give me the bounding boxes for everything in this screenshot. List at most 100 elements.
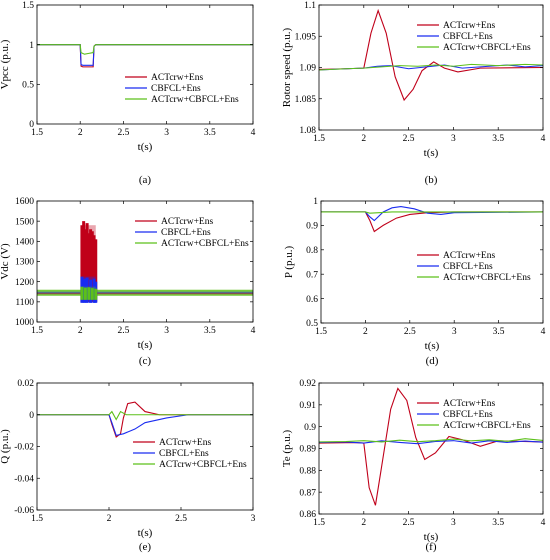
y-tick-label: 1300 — [15, 258, 34, 268]
data-layer — [37, 221, 253, 303]
y-tick-label: 1 — [29, 41, 34, 51]
y-tick-label: 0.8 — [306, 246, 318, 256]
y-tick-label: 1.5 — [22, 1, 34, 11]
x-tick-label: 3.5 — [492, 518, 504, 528]
legend-entry: ACTcrw+Ens — [443, 399, 495, 409]
subfigure-caption: (d) — [426, 355, 439, 367]
x-tick-label: 2.5 — [404, 327, 416, 337]
plot-area — [319, 383, 543, 514]
series-line-2 — [319, 438, 543, 443]
plot-area — [321, 201, 543, 323]
x-tick-label: 3 — [164, 326, 169, 336]
legend-entry: ACTcrw+CBFCL+Ens — [161, 239, 249, 249]
y-tick-label: 0.9 — [304, 423, 316, 433]
x-axis-label: t(s) — [424, 531, 439, 543]
plot-frame — [36, 4, 254, 125]
plot-area — [37, 5, 253, 124]
subfigure-caption: (e) — [139, 541, 152, 553]
y-tick-label: 0.89 — [299, 445, 316, 455]
legend-entry: ACTcrw+Ens — [159, 438, 211, 448]
legend-entry: CBFCL+Ens — [161, 228, 211, 238]
y-axis-label: P (p.u.) — [283, 246, 295, 279]
x-tick-label: 1.5 — [313, 134, 325, 144]
x-tick-label: 2 — [107, 514, 112, 524]
y-axis-label: Vdc (V) — [0, 243, 11, 280]
x-tick-label: 4 — [251, 326, 256, 336]
x-tick-label: 3.5 — [492, 134, 504, 144]
x-axis-label: t(s) — [138, 339, 153, 351]
series-line-2 — [319, 63, 543, 71]
legend-entry: ACTcrw+CBFCL+Ens — [151, 95, 239, 105]
series-2-burst — [81, 286, 96, 300]
data-layer — [37, 44, 253, 68]
x-tick-label: 3.5 — [204, 326, 216, 336]
chart-a: 1.5 2 2.5 3 3.5 4 0 0.5 1 1.5 t(s) Vpcc (p.u.) ACTcr… — [0, 1, 256, 186]
x-tick-label: 2 — [361, 518, 366, 528]
noise-band-line — [37, 292, 253, 295]
series-line-2 — [321, 211, 543, 214]
x-tick-label: 3 — [164, 128, 169, 138]
legend-entry: ACTcrw+CBFCL+Ens — [443, 43, 531, 53]
x-tick-label: 3 — [251, 514, 256, 524]
series-line-2 — [37, 410, 253, 421]
plot-frame — [320, 200, 544, 324]
legend-entry: CBFCL+Ens — [443, 32, 493, 42]
data-layer — [319, 387, 543, 506]
subfigure-caption: (c) — [139, 355, 152, 367]
x-tick-label: 2.5 — [403, 518, 415, 528]
chart-d: 1.5 2 2.5 3 3.5 4 0.5 0.6 0.7 0.8 0.9 1 t(s) P (p.u.)… — [283, 197, 546, 367]
series-line-0 — [319, 8, 543, 102]
chart-b: 1.5 2 2.5 3 3.5 4 1.08 1.085 1.09 1.095 1.1 t(s) Rot… — [281, 1, 546, 186]
y-tick-label: 0.5 — [306, 319, 318, 329]
y-tick-label: 0.5 — [22, 81, 34, 91]
x-tick-label: 4 — [541, 518, 546, 528]
x-tick-label: 2 — [361, 134, 366, 144]
x-tick-label: 2.5 — [117, 128, 129, 138]
y-tick-label: 1.08 — [299, 126, 316, 136]
y-tick-label: 1.1 — [304, 1, 316, 11]
x-axis-label: t(s) — [138, 527, 153, 539]
x-tick-label: 3.5 — [493, 327, 505, 337]
chart-c: 1.5 2 2.5 3 3.5 4 1000 1100 1200 1300 1400 1500 1600… — [0, 197, 256, 367]
y-tick-label: 0.87 — [299, 488, 316, 498]
x-tick-label: 1.5 — [313, 518, 325, 528]
series-line-1 — [37, 414, 253, 437]
legend-entry: ACTcrw+CBFCL+Ens — [159, 460, 247, 470]
y-tick-label: 0.86 — [299, 510, 316, 520]
legend-entry: ACTcrw+Ens — [443, 251, 495, 261]
y-tick-label: 1 — [313, 197, 318, 207]
legend-entry: ACTcrw+Ens — [443, 21, 495, 31]
x-tick-label: 2.5 — [175, 514, 187, 524]
series-line-2 — [37, 44, 253, 55]
plot-area — [37, 201, 253, 322]
subfigure-caption: (b) — [425, 174, 438, 186]
legend-entry: ACTcrw+Ens — [161, 217, 213, 227]
y-tick-label: 0.9 — [306, 222, 318, 232]
y-tick-label: 1.095 — [295, 32, 317, 42]
legend-entry: CBFCL+Ens — [151, 84, 201, 94]
x-tick-label: 4 — [251, 128, 256, 138]
legend-entry: CBFCL+Ens — [443, 262, 493, 272]
y-tick-label: 1.085 — [295, 95, 317, 105]
y-tick-label: 1500 — [15, 217, 34, 227]
y-axis-label: Vpcc (p.u.) — [0, 39, 11, 89]
y-tick-label: 0.6 — [306, 295, 318, 305]
chart-f: 1.5 2 2.5 3 3.5 4 0.86 0.87 0.88 0.89 0.9 0.91 0.92 t… — [281, 379, 546, 553]
y-tick-label: 0 — [29, 411, 34, 421]
legend-entry: ACTcrw+Ens — [151, 73, 203, 83]
data-layer — [37, 401, 253, 438]
x-tick-label: 2 — [78, 326, 83, 336]
y-tick-label: 1400 — [15, 238, 34, 248]
x-tick-label: 1.5 — [315, 327, 327, 337]
y-axis-label: Rotor speed (p.u.) — [281, 27, 293, 107]
series-line-0 — [319, 387, 543, 506]
x-tick-label: 2.5 — [117, 326, 129, 336]
series-line-1 — [321, 206, 543, 222]
y-tick-label: 0.88 — [299, 467, 316, 477]
legend-entry: ACTcrw+CBFCL+Ens — [443, 273, 531, 283]
